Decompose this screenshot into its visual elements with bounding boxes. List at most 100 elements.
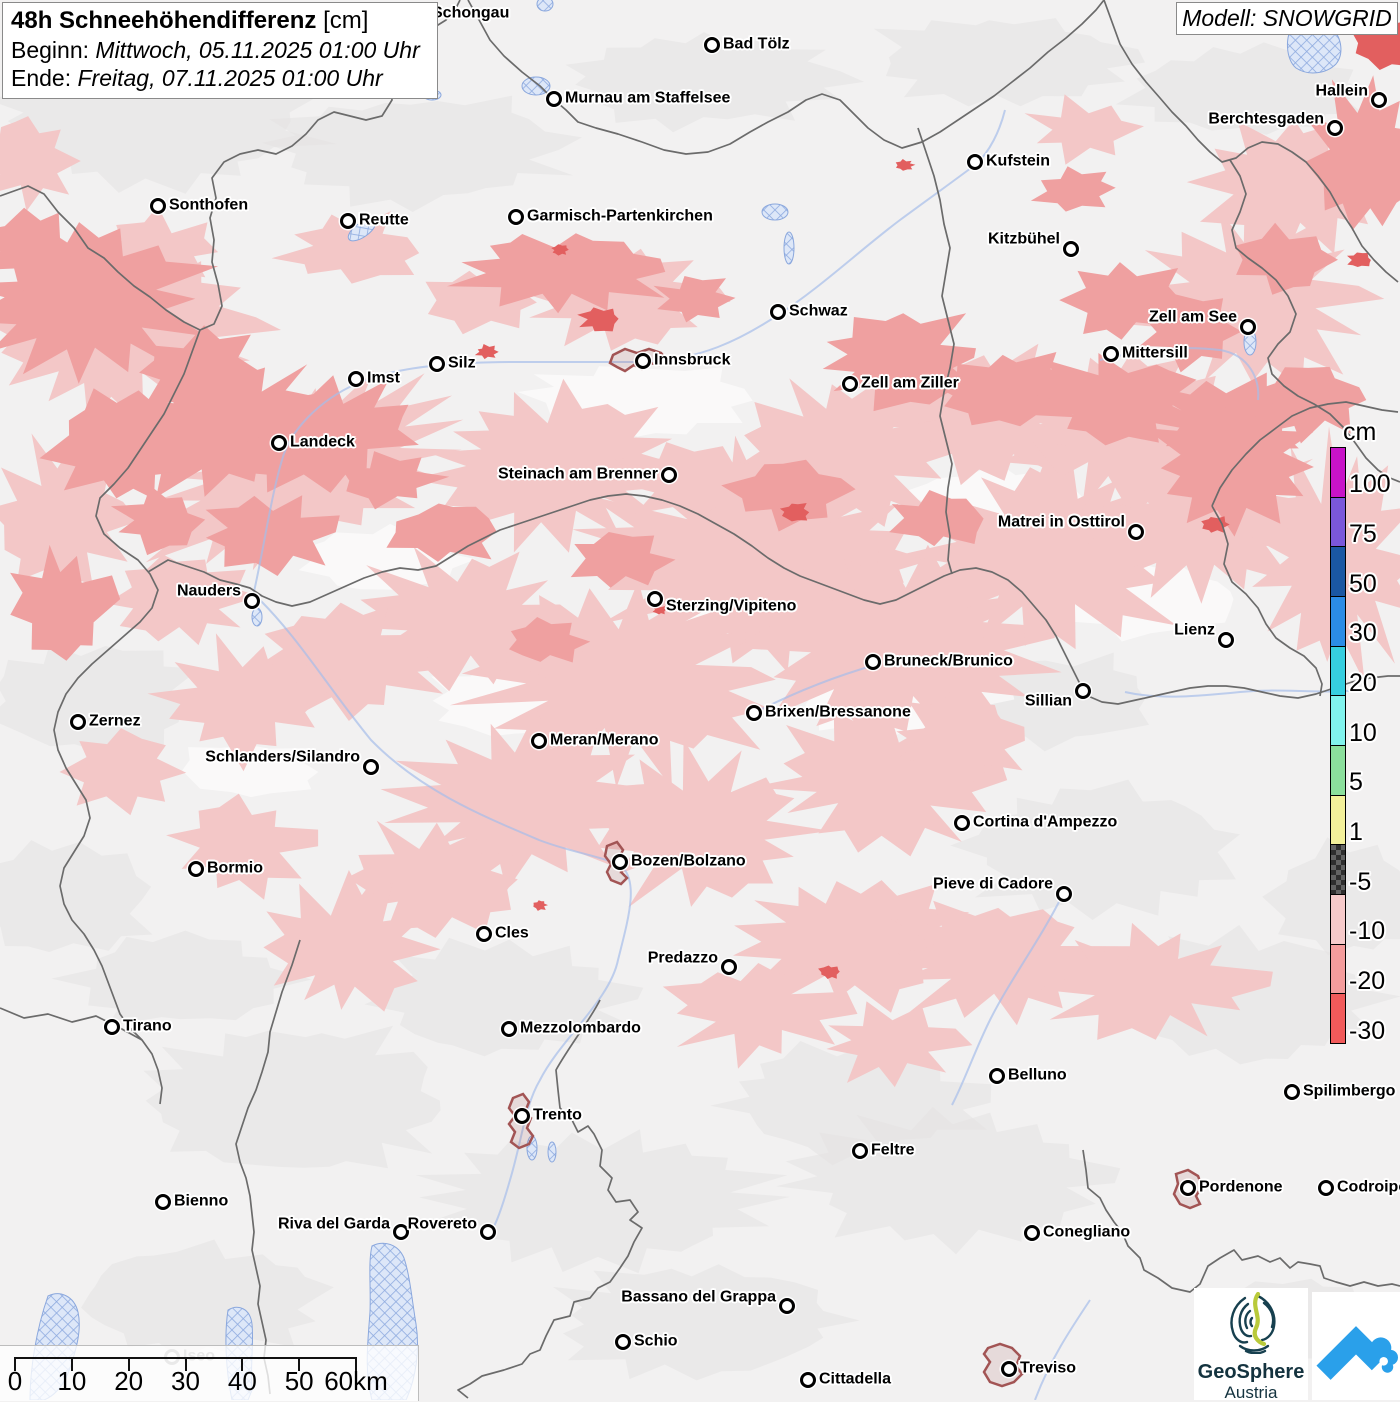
scale-tick-label: 40 [228,1366,257,1397]
city-label: Innsbruck [654,352,730,370]
city-dot-icon [340,213,356,229]
city-label: Zernez [89,713,141,731]
city-label: Silz [448,355,476,373]
city-label: Bad Tölz [723,36,790,54]
city-label: Mezzolombardo [520,1020,641,1038]
city-dot-icon [721,959,737,975]
city-dot-icon [155,1194,171,1210]
city-dot-icon [476,926,492,942]
city-label: Schio [634,1333,678,1351]
city-label: Cles [495,925,529,943]
city-dot-icon [1318,1180,1334,1196]
begin-value: Mittwoch, 05.11.2025 01:00 Uhr [95,37,419,63]
city-label: Pieve di Cadore [933,876,1053,894]
city-dot-icon [1371,92,1387,108]
city-label: Rovereto [408,1216,477,1234]
city-label: Tirano [123,1018,172,1036]
city-label: Reutte [359,212,409,230]
city-dot-icon [746,705,762,721]
city-label: Schongau [432,5,509,23]
scale-tick-label: 20 [114,1366,143,1397]
city-label: Schwaz [789,303,848,321]
city-label: Zell am Ziller [861,375,959,393]
scale-tick-label: 30 [171,1366,200,1397]
city-label: Belluno [1008,1067,1067,1085]
blue-mountain-cloud-logo-icon [1314,1298,1398,1394]
city-dot-icon [704,37,720,53]
city-dot-icon [1056,886,1072,902]
model-box: Modell: SNOWGRID [1176,2,1398,35]
geosphere-fingerprint-icon [1218,1292,1284,1354]
map-title: 48h Schneehöhendifferenz [cm] [11,6,429,36]
scale-tick-label: 60km [324,1366,388,1397]
city-label: Cortina d'Ampezzo [973,814,1117,832]
city-label: Sillian [1025,693,1072,711]
city-dot-icon [1284,1084,1300,1100]
city-dot-icon [514,1108,530,1124]
scale-tick-label: 50 [285,1366,314,1397]
city-label: Kitzbühel [988,231,1060,249]
city-dot-icon [615,1334,631,1350]
city-label: Conegliano [1043,1224,1130,1242]
city-dot-icon [1240,319,1256,335]
scale-tick-label: 10 [57,1366,86,1397]
city-dot-icon [779,1298,795,1314]
city-label: Trento [533,1107,582,1125]
city-dot-icon [363,759,379,775]
city-label: Hallein [1316,83,1368,101]
city-dot-icon [531,733,547,749]
city-label: Bormio [207,860,263,878]
period-begin: Beginn: Mittwoch, 05.11.2025 01:00 Uhr [11,36,429,64]
city-label: Bassano del Grappa [621,1289,776,1307]
city-dot-icon [1103,346,1119,362]
city-dot-icon [865,654,881,670]
city-label: Riva del Garda [278,1216,390,1234]
city-label: Nauders [177,583,241,601]
city-dot-icon [244,593,260,609]
city-label: Steinach am Brenner [498,466,658,484]
city-label: Mittersill [1122,345,1188,363]
city-dot-icon [1128,524,1144,540]
city-dot-icon [1024,1225,1040,1241]
city-dot-icon [271,435,287,451]
city-label: Spilimbergo [1303,1083,1395,1101]
city-label: Predazzo [648,950,718,968]
city-dot-icon [104,1019,120,1035]
city-dot-icon [348,371,364,387]
begin-label: Beginn: [11,37,95,63]
city-dot-icon [1180,1180,1196,1196]
map-title-text: 48h Schneehöhendifferenz [11,7,316,34]
city-dot-icon [647,591,663,607]
city-label: Kufstein [986,153,1050,171]
city-dot-icon [70,714,86,730]
city-dot-icon [842,376,858,392]
city-dot-icon [1327,120,1343,136]
geosphere-logo: GeoSphere Austria [1194,1288,1308,1400]
city-dot-icon [967,154,983,170]
city-dot-icon [393,1224,409,1240]
city-label: Pordenone [1199,1179,1283,1197]
end-value: Freitag, 07.11.2025 01:00 Uhr [78,65,383,91]
city-dot-icon [954,815,970,831]
map-title-unit: [cm] [323,7,368,34]
city-label: Schlanders/Silandro [205,749,360,767]
city-label: Lienz [1174,622,1215,640]
city-label: Sterzing/Vipiteno [666,598,796,616]
city-label: Garmisch-Partenkirchen [527,208,713,226]
city-label: Berchtesgaden [1208,111,1324,129]
city-label: Bienno [174,1193,228,1211]
end-label: Ende: [11,65,78,91]
city-label: Bruneck/Brunico [884,653,1013,671]
period-end: Ende: Freitag, 07.11.2025 01:00 Uhr [11,64,429,92]
city-dot-icon [800,1372,816,1388]
partner-logo-box [1312,1292,1400,1400]
map-title-box: 48h Schneehöhendifferenz [cm] Beginn: Mi… [2,2,438,99]
city-dot-icon [188,861,204,877]
city-dot-icon [612,854,628,870]
city-label: Matrei in Osttirol [998,514,1125,532]
city-label: Landeck [290,434,355,452]
city-label: Imst [367,370,400,388]
geosphere-logo-line1: GeoSphere [1194,1361,1308,1383]
city-label: Murnau am Staffelsee [565,90,730,108]
